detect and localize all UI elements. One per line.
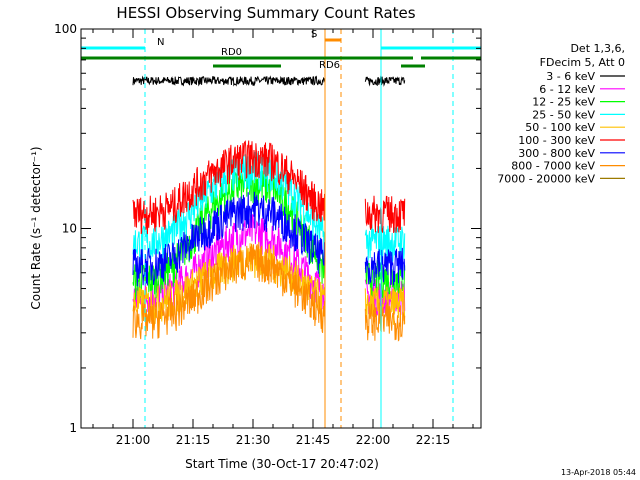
- legend-label: 50 - 100 keV: [525, 121, 595, 134]
- x-tick-label: 21:00: [116, 433, 151, 447]
- legend-label: 300 - 800 keV: [518, 147, 595, 160]
- series-line: [132, 75, 406, 87]
- axis-layer: 1 10 100 21:00 21:15 21:30 21:45 22:00 22:15: [54, 22, 482, 447]
- legend-label: 12 - 25 keV: [532, 96, 595, 109]
- x-tick-label: 21:30: [236, 433, 271, 447]
- x-axis-label: Start Time (30-Oct-17 20:47:02): [185, 457, 379, 471]
- chart-title: HESSI Observing Summary Count Rates: [116, 4, 415, 22]
- series-line: [132, 191, 406, 287]
- y-tick-label: 1: [69, 421, 77, 435]
- legend-header-1: Det 1,3,6,: [570, 42, 625, 55]
- series-line: [132, 243, 406, 342]
- timestamp: 13-Apr-2018 05:44: [561, 468, 636, 477]
- series-line: [132, 140, 406, 235]
- legend-label: 25 - 50 keV: [532, 108, 595, 121]
- legend-label: 3 - 6 keV: [546, 70, 595, 83]
- x-tick-label: 22:15: [416, 433, 451, 447]
- legend-label: 100 - 300 keV: [518, 134, 595, 147]
- flag-label: RD6: [319, 60, 340, 71]
- y-tick-label: 10: [62, 222, 77, 236]
- flag-layer: N RD0 RD6 S: [81, 29, 481, 71]
- series-layer: [132, 75, 406, 342]
- x-tick-label: 21:45: [296, 433, 331, 447]
- y-axis-label: Count Rate (s⁻¹ detector⁻¹): [29, 146, 43, 309]
- flag-label: S: [311, 29, 317, 40]
- x-tick-label: 21:15: [176, 433, 211, 447]
- legend-label: 6 - 12 keV: [539, 83, 595, 96]
- legend-label: 7000 - 20000 keV: [497, 172, 595, 185]
- legend-header-2: FDecim 5, Att 0: [540, 56, 625, 69]
- flag-label: N: [157, 37, 164, 48]
- flag-label: RD0: [221, 47, 242, 58]
- y-tick-label: 100: [54, 22, 77, 36]
- x-tick-label: 22:00: [356, 433, 391, 447]
- legend-label: 800 - 7000 keV: [511, 160, 595, 173]
